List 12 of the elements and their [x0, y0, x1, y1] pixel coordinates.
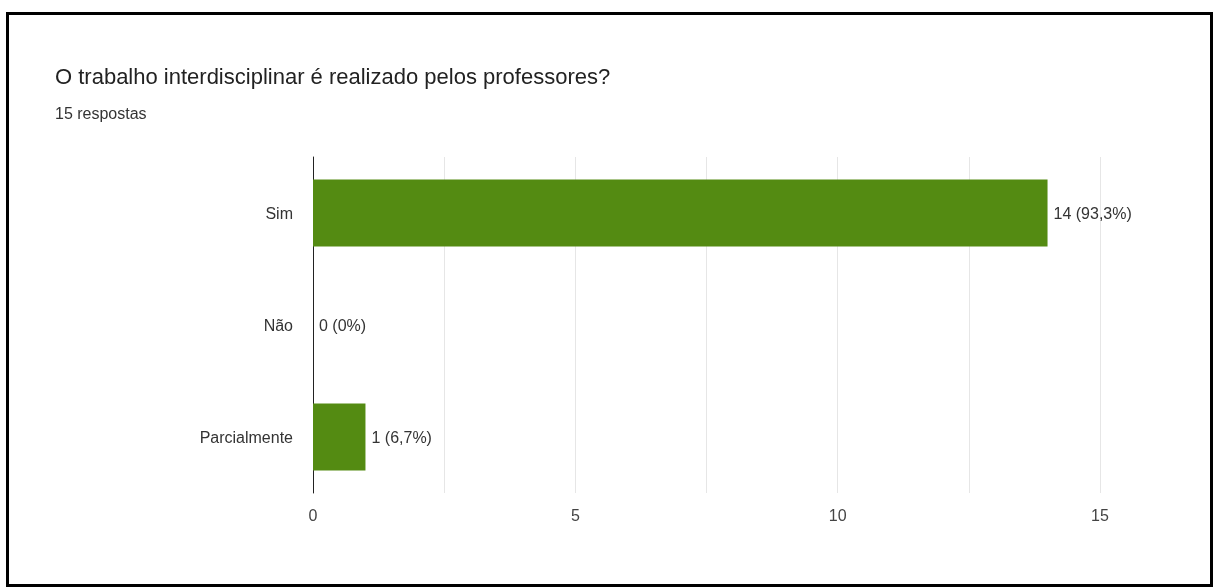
x-tick-label: 15 [1091, 506, 1109, 524]
text: 15 respostas [55, 104, 147, 122]
x-tick-label: 10 [828, 506, 847, 524]
chart-title: O trabalho interdisciplinar é realizado pelos professores? [55, 63, 611, 89]
x-tick-label: 5 [570, 506, 580, 524]
x-tick-label: 0 [308, 506, 318, 524]
y-tick-label: Sim [265, 204, 293, 222]
data-label: 1 (6,7%) [371, 428, 432, 446]
y-tick-label: Não [263, 316, 294, 334]
data-label: 14 (93,3%) [1053, 204, 1132, 222]
y-tick-label: Parcialmente [199, 428, 294, 446]
data-label: 0 (0%) [319, 316, 367, 334]
